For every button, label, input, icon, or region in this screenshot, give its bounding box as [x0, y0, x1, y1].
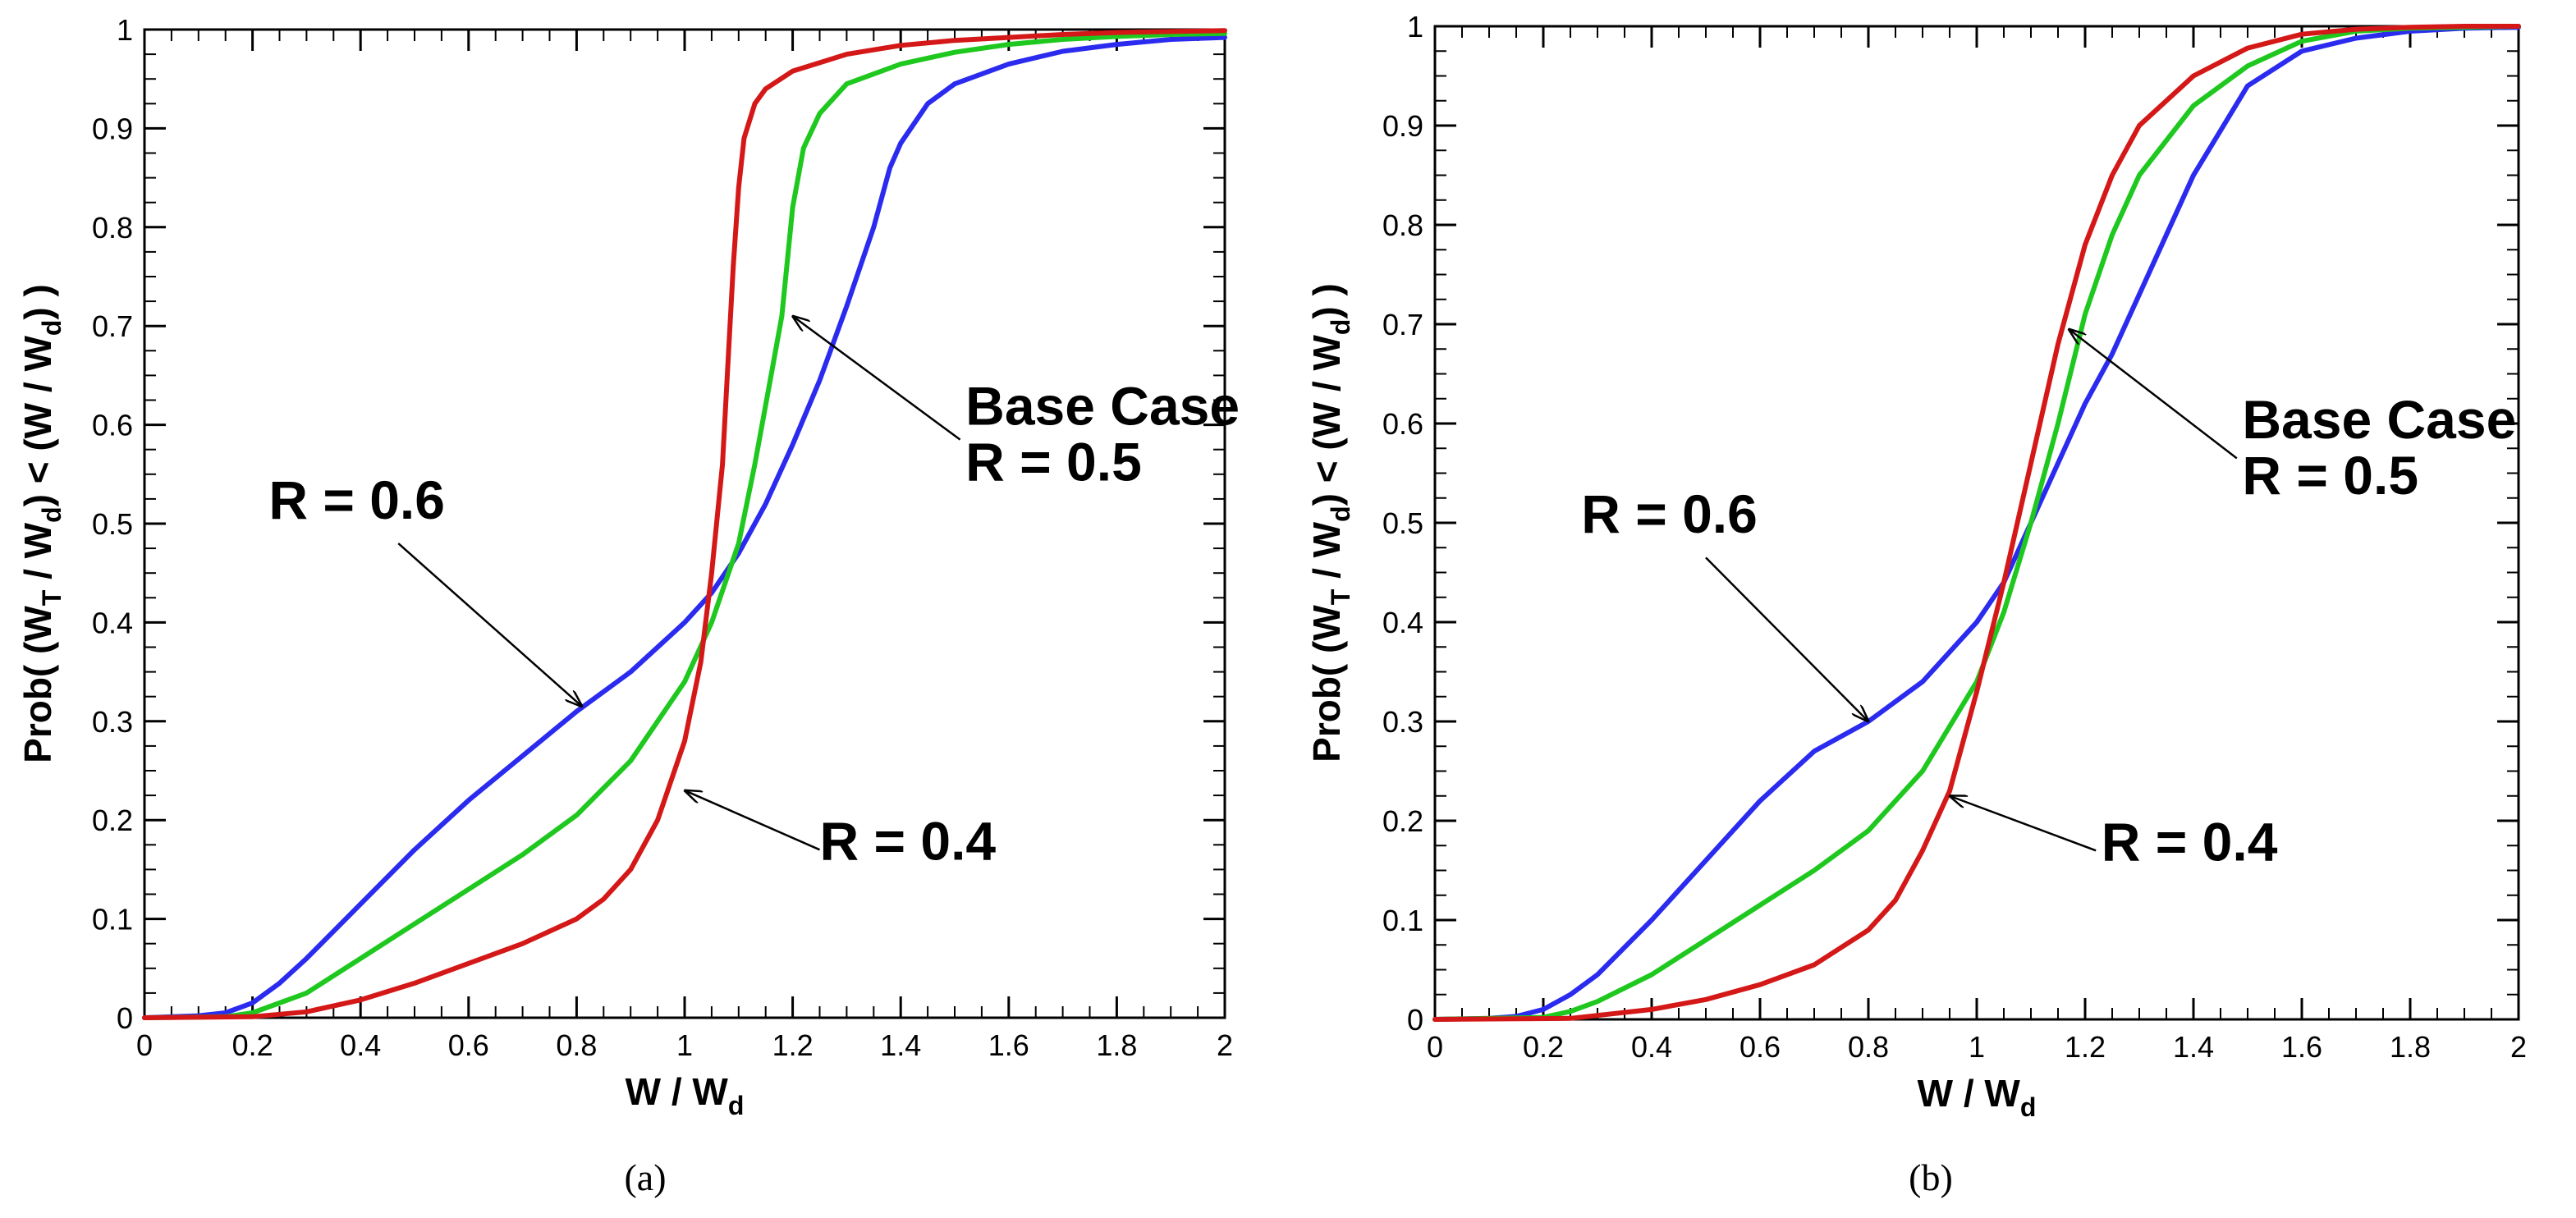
annotation-label: R = 0.4	[820, 810, 997, 871]
y-tick-label: 0.6	[92, 409, 133, 442]
x-tick-label: 2	[2510, 1030, 2527, 1064]
y-axis-title-sub: d	[37, 506, 66, 523]
x-tick-label: 0.6	[1739, 1030, 1781, 1064]
x-tick-label: 0.2	[1523, 1030, 1564, 1064]
x-tick-label: 1.4	[880, 1028, 921, 1062]
x-tick-label: 0.2	[232, 1028, 273, 1062]
x-axis-title: W / Wd	[626, 1070, 745, 1120]
y-tick-label: 0.6	[1382, 407, 1423, 441]
annotation-label: Base Case	[965, 376, 1240, 437]
y-tick-label: 0.5	[92, 507, 133, 541]
y-tick-label: 0.1	[92, 903, 133, 936]
series-line-1	[142, 30, 1227, 1020]
annotation-label: R = 0.6	[1581, 483, 1758, 544]
x-tick-label: 0.4	[1631, 1030, 1672, 1064]
x-tick-label: 2	[1217, 1028, 1233, 1062]
x-axis-title-sub: d	[728, 1091, 745, 1120]
x-tick-label: 1	[1969, 1030, 1985, 1064]
panel-caption: (b)	[1909, 1156, 1953, 1198]
series-line-0	[1432, 25, 2521, 1022]
y-tick-label: 0.4	[92, 606, 133, 639]
y-tick-label: 0.4	[1382, 606, 1423, 639]
y-tick-label: 0.2	[92, 804, 133, 837]
chart-panel-b: 0 0.2 0.4 0.6 0.8 1 1.2 1.4 1.6 1.8 2 0 0.1 0.2 0.3 0.4…	[1305, 10, 2527, 1198]
y-axis-title-sub: T	[37, 589, 66, 606]
x-tick-label: 0.4	[340, 1028, 381, 1062]
y-axis-title: Prob( (WT / Wd) < (W / Wd) )	[1305, 283, 1355, 762]
annotation-arrow	[1705, 556, 1868, 721]
y-tick-label: 0.9	[1382, 109, 1423, 143]
y-axis-title-text: / W	[16, 522, 59, 589]
x-tick-label: 1.8	[2390, 1030, 2431, 1064]
x-tick-label: 1.2	[2065, 1030, 2106, 1064]
annotation-label: R = 0.5	[2242, 445, 2418, 506]
y-axis-title-text: ) )	[1305, 283, 1348, 318]
x-tick-label: 1.6	[988, 1028, 1029, 1062]
x-axis-title-text: W / W	[1918, 1072, 2021, 1115]
y-tick-label: 1	[1407, 10, 1423, 44]
x-axis-title-text: W / W	[626, 1070, 729, 1113]
y-tick-label: 0.7	[1382, 308, 1423, 341]
annotation-label: R = 0.5	[965, 432, 1142, 492]
y-axis-title-sub: d	[1326, 506, 1355, 522]
x-tick-label: 0.8	[556, 1028, 597, 1062]
series-line-2	[1432, 24, 2521, 1022]
y-tick-label: 0.2	[1382, 804, 1423, 838]
y-tick-label: 0.8	[1382, 208, 1423, 242]
y-axis-title-text: ) )	[16, 284, 59, 319]
y-tick-label: 0.9	[92, 112, 133, 145]
series-line-2	[142, 28, 1227, 1020]
y-tick-label: 0.1	[1382, 904, 1423, 937]
x-tick-label: 0	[1427, 1030, 1443, 1064]
y-tick-label: 1	[117, 13, 133, 47]
annotation-arrow	[685, 790, 821, 851]
y-tick-label: 0	[117, 1001, 133, 1035]
y-axis-title-text: Prob( (W	[1305, 605, 1348, 762]
y-axis-title-text: / W	[1305, 521, 1348, 588]
annotation-label: R = 0.4	[2102, 811, 2278, 872]
y-tick-label: 0	[1407, 1003, 1423, 1037]
chart-panel-a: 0 0.2 0.4 0.6 0.8 1 1.2 1.4 1.6 1.8 2 0 0.1 0.2 0.3 0.4…	[16, 13, 1240, 1198]
y-axis-title-sub: d	[1326, 319, 1355, 336]
series-line-1	[1432, 24, 2521, 1022]
annotation-arrow	[793, 316, 961, 441]
x-tick-label: 1.2	[772, 1028, 814, 1062]
y-axis-title-sub: T	[1326, 588, 1355, 605]
y-tick-label: 0.3	[1382, 705, 1423, 739]
annotation-label: Base Case	[2242, 389, 2516, 450]
y-axis-title-text: ) < (W / W	[16, 336, 59, 507]
y-axis-title: Prob( (WT / Wd) < (W / Wd) )	[16, 284, 66, 763]
x-tick-label: 1	[676, 1028, 693, 1062]
y-tick-label: 0.7	[92, 309, 133, 343]
x-axis-title-sub: d	[2020, 1092, 2037, 1122]
y-axis-title-sub: d	[37, 320, 66, 337]
x-tick-label: 1.4	[2173, 1030, 2214, 1064]
x-tick-label: 1.6	[2281, 1030, 2322, 1064]
annotation-arrow	[2069, 329, 2238, 460]
x-tick-label: 0	[136, 1028, 153, 1062]
x-tick-label: 1.8	[1096, 1028, 1137, 1062]
panel-caption: (a)	[624, 1156, 666, 1198]
annotation-arrow	[397, 543, 582, 707]
y-axis-title-text: Prob( (W	[16, 606, 59, 763]
series-line-0	[142, 34, 1227, 1020]
x-tick-label: 0.8	[1848, 1030, 1889, 1064]
x-tick-label: 0.6	[448, 1028, 489, 1062]
y-tick-label: 0.3	[92, 705, 133, 739]
y-tick-label: 0.8	[92, 211, 133, 245]
y-axis-title-text: ) < (W / W	[1305, 335, 1348, 506]
annotation-label: R = 0.6	[268, 469, 445, 530]
x-axis-title: W / Wd	[1918, 1072, 2037, 1122]
annotation-arrow	[1950, 796, 2097, 852]
y-tick-label: 0.5	[1382, 506, 1423, 540]
